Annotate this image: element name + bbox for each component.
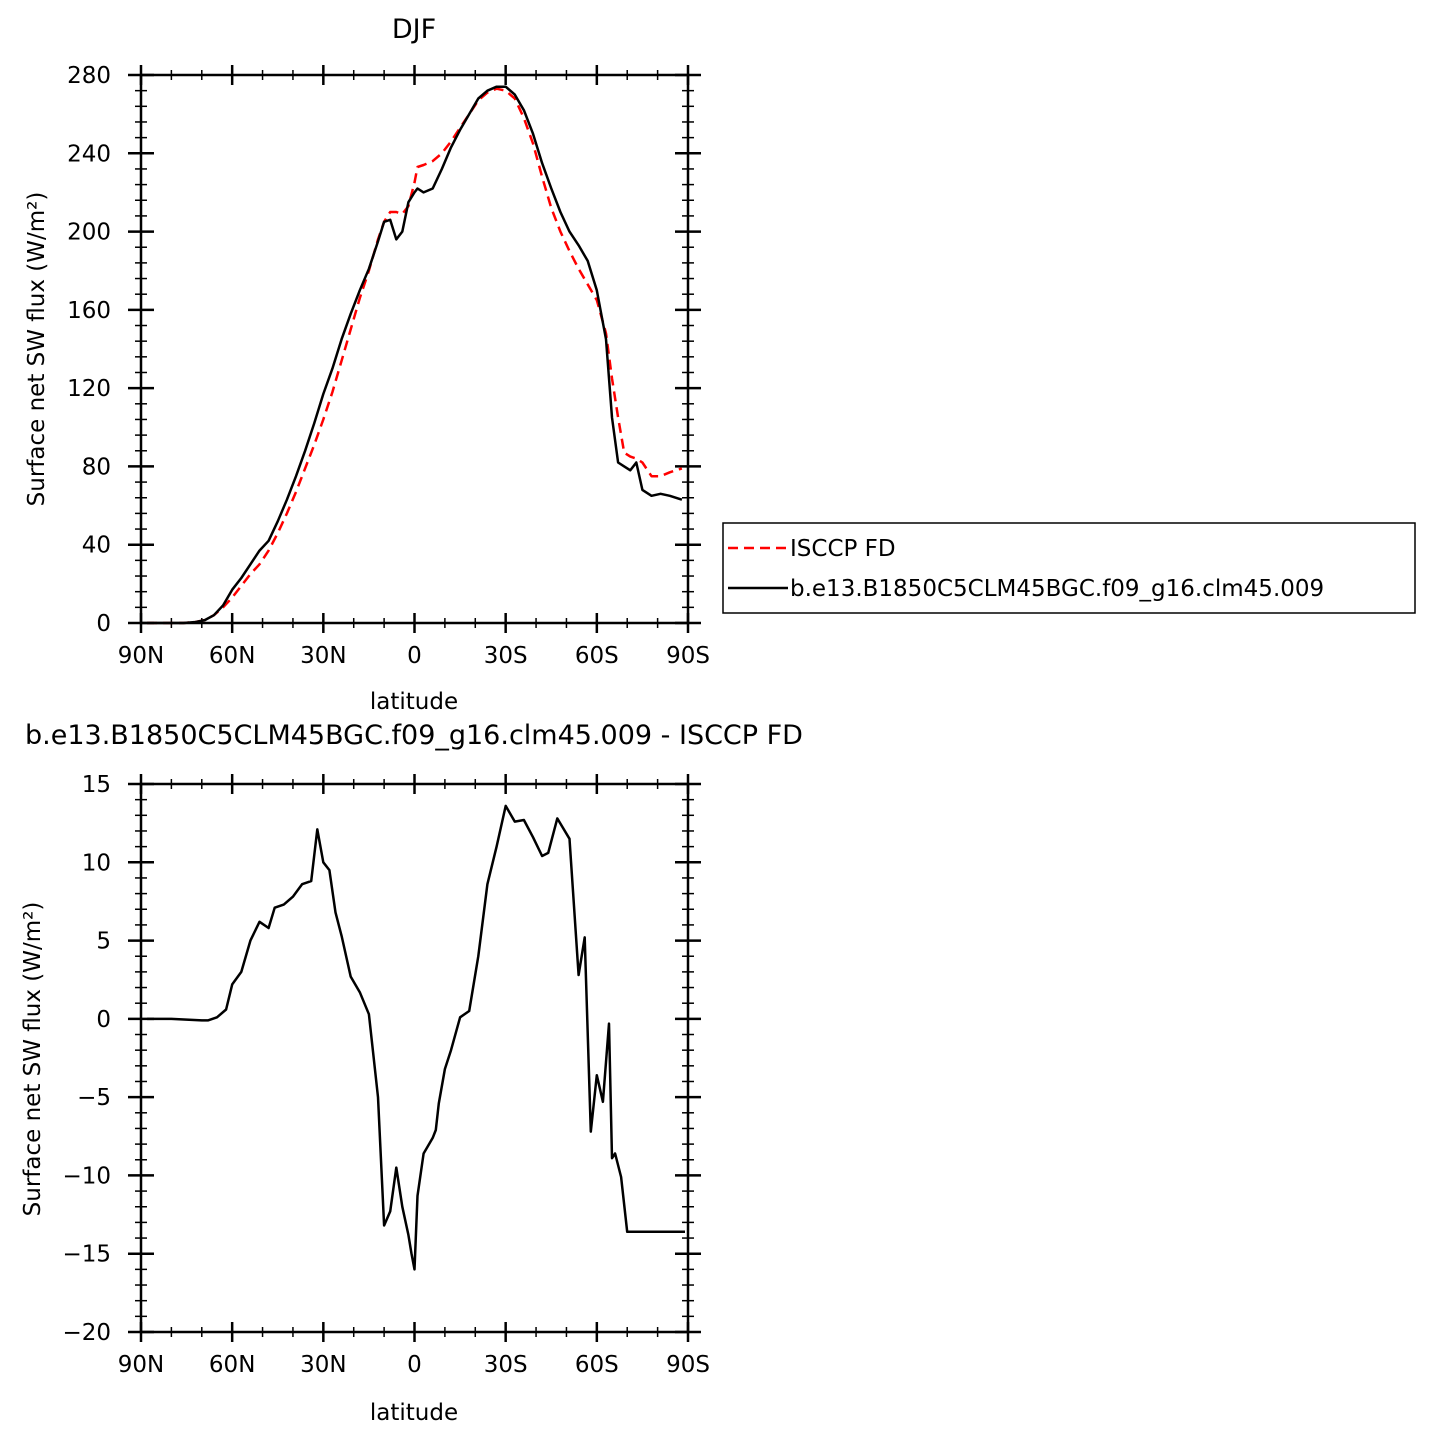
top-panel-y-axis-label: Surface net SW flux (W/m²) [24,192,50,507]
y-tick-label: −20 [62,1320,111,1346]
x-tick-label: 0 [407,1352,422,1378]
bottom-panel-series [147,804,685,1271]
top-panel-ticks [128,65,701,633]
y-tick-label: 160 [67,298,111,324]
x-tick-label: 30N [300,1352,346,1378]
y-tick-label: 0 [96,611,111,637]
top-panel-series [147,85,683,625]
x-tick-label: 90N [118,643,164,669]
y-tick-label: 10 [82,850,111,876]
y-tick-label: 280 [67,63,111,89]
x-tick-label: 60S [575,1352,619,1378]
bottom-panel-tick-labels: 90N 60N 30N 0 30S 60S 90S −20 −15 −10 −5 0 5 10 15 [62,772,709,1378]
y-tick-label: −10 [62,1163,111,1189]
legend-label-model: b.e13.B1850C5CLM45BGC.f09_g16.clm45.009 [790,576,1324,602]
series-line-dashed-0 [147,87,683,625]
bottom-panel: b.e13.B1850C5CLM45BGC.f09_g16.clm45.009 … [20,720,803,1426]
series-line-0 [147,804,685,1271]
x-tick-label: 60S [575,643,619,669]
top-panel-x-axis-label: latitude [370,689,458,715]
series-line-1 [147,85,683,625]
bottom-panel-x-axis-label: latitude [370,1400,458,1426]
x-tick-label: 30S [484,1352,528,1378]
y-tick-label: 200 [67,220,111,246]
x-tick-label: 30N [300,643,346,669]
legend: ISCCP FD b.e13.B1850C5CLM45BGC.f09_g16.c… [722,522,1416,614]
y-tick-label: −15 [62,1242,111,1268]
y-tick-label: 240 [67,141,111,167]
top-panel-frame [139,73,690,625]
y-tick-label: 5 [96,929,111,955]
top-panel-title: DJF [392,14,436,45]
top-panel-tick-labels: 90N 60N 30N 0 30S 60S 90S 0 40 80 120 160 200 240 280 [67,63,710,669]
bottom-panel-title: b.e13.B1850C5CLM45BGC.f09_g16.clm45.009 … [25,720,803,751]
x-tick-label: 60N [209,643,255,669]
x-tick-label: 90S [666,643,710,669]
y-tick-label: 0 [96,1007,111,1033]
bottom-panel-frame [139,782,690,1334]
x-tick-label: 0 [407,643,422,669]
y-tick-label: −5 [77,1085,111,1111]
x-tick-label: 60N [209,1352,255,1378]
top-panel: DJF Surface net SW flux (W/m²) latitude … [24,14,710,715]
x-tick-label: 90N [118,1352,164,1378]
y-tick-label: 40 [82,533,111,559]
legend-label-obs: ISCCP FD [790,536,896,562]
y-tick-label: 80 [82,454,111,480]
y-tick-label: 120 [67,376,111,402]
legend-box [722,522,1416,614]
bottom-panel-y-axis-label: Surface net SW flux (W/m²) [20,902,46,1217]
y-tick-label: 15 [82,772,111,798]
x-tick-label: 90S [666,1352,710,1378]
x-tick-label: 30S [484,643,528,669]
